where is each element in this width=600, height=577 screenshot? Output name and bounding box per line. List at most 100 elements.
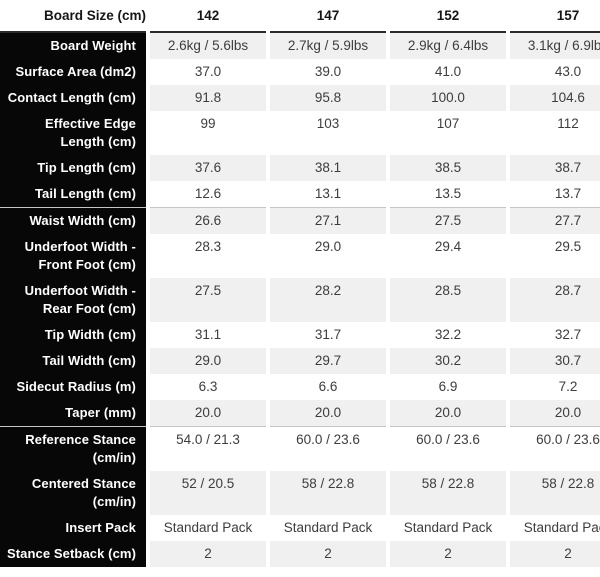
board-size-header-label: Board Size (cm) xyxy=(0,0,146,33)
spec-value: 100.0 xyxy=(390,85,506,111)
row-label: Taper (mm) xyxy=(0,400,146,426)
spec-value: 29.5 xyxy=(510,234,600,278)
table-row-effective-edge-length: Effective Edge Length (cm) 99 103 107 11… xyxy=(0,111,600,155)
spec-value: 60.0 / 23.6 xyxy=(390,426,506,471)
table-row-underfoot-width-front: Underfoot Width - Front Foot (cm) 28.3 2… xyxy=(0,234,600,278)
size-column-header-142: 142 xyxy=(150,0,266,33)
row-label: Stance Setback (cm) xyxy=(0,541,146,567)
spec-value: 27.7 xyxy=(510,207,600,234)
row-label: Insert Pack xyxy=(0,515,146,541)
spec-value: 3.1kg / 6.9lbs xyxy=(510,33,600,59)
spec-value: 13.7 xyxy=(510,181,600,207)
spec-value: 58 / 22.8 xyxy=(510,471,600,515)
spec-value: 13.5 xyxy=(390,181,506,207)
spec-value: 2.6kg / 5.6lbs xyxy=(150,33,266,59)
table-row-contact-length: Contact Length (cm) 91.8 95.8 100.0 104.… xyxy=(0,85,600,111)
spec-value: 31.1 xyxy=(150,322,266,348)
spec-value: 41.0 xyxy=(390,59,506,85)
table-row-taper: Taper (mm) 20.0 20.0 20.0 20.0 xyxy=(0,400,600,426)
spec-value: 29.7 xyxy=(270,348,386,374)
size-column-header-152: 152 xyxy=(390,0,506,33)
spec-value: 13.1 xyxy=(270,181,386,207)
spec-value: 91.8 xyxy=(150,85,266,111)
row-label: Contact Length (cm) xyxy=(0,85,146,111)
row-label: Underfoot Width - Front Foot (cm) xyxy=(0,234,146,278)
spec-value: Standard Pack xyxy=(150,515,266,541)
row-label: Tip Width (cm) xyxy=(0,322,146,348)
spec-value: 38.7 xyxy=(510,155,600,181)
table-row-waist-width: Waist Width (cm) 26.6 27.1 27.5 27.7 xyxy=(0,207,600,234)
spec-value: 29.0 xyxy=(270,234,386,278)
size-column-header-147: 147 xyxy=(270,0,386,33)
spec-value: 58 / 22.8 xyxy=(270,471,386,515)
table-row-board-weight: Board Weight 2.6kg / 5.6lbs 2.7kg / 5.9l… xyxy=(0,33,600,59)
spec-value: 112 xyxy=(510,111,600,155)
spec-value: 107 xyxy=(390,111,506,155)
spec-value: 38.1 xyxy=(270,155,386,181)
row-label: Surface Area (dm2) xyxy=(0,59,146,85)
table-row-tip-width: Tip Width (cm) 31.1 31.7 32.2 32.7 xyxy=(0,322,600,348)
spec-value: 60.0 / 23.6 xyxy=(510,426,600,471)
spec-value: 54.0 / 21.3 xyxy=(150,426,266,471)
table-row-insert-pack: Insert Pack Standard Pack Standard Pack … xyxy=(0,515,600,541)
spec-value: Standard Pack xyxy=(270,515,386,541)
spec-value: 32.2 xyxy=(390,322,506,348)
spec-value: 38.5 xyxy=(390,155,506,181)
spec-value: 2 xyxy=(270,541,386,567)
row-label: Tip Length (cm) xyxy=(0,155,146,181)
spec-value: 7.2 xyxy=(510,374,600,400)
spec-value: 32.7 xyxy=(510,322,600,348)
spec-value: 29.0 xyxy=(150,348,266,374)
spec-value: Standard Pack xyxy=(510,515,600,541)
spec-value: 2 xyxy=(150,541,266,567)
spec-value: 26.6 xyxy=(150,207,266,234)
spec-value: 6.3 xyxy=(150,374,266,400)
table-row-sidecut-radius: Sidecut Radius (m) 6.3 6.6 6.9 7.2 xyxy=(0,374,600,400)
spec-value: 29.4 xyxy=(390,234,506,278)
table-header-row: Board Size (cm) 142 147 152 157 xyxy=(0,0,600,33)
spec-value: 27.5 xyxy=(390,207,506,234)
spec-value: 27.1 xyxy=(270,207,386,234)
spec-value: 58 / 22.8 xyxy=(390,471,506,515)
spec-value: 95.8 xyxy=(270,85,386,111)
spec-value: 20.0 xyxy=(510,400,600,426)
spec-value: 20.0 xyxy=(390,400,506,426)
row-label: Reference Stance (cm/in) xyxy=(0,426,146,471)
spec-value: 104.6 xyxy=(510,85,600,111)
table-row-reference-stance: Reference Stance (cm/in) 54.0 / 21.3 60.… xyxy=(0,426,600,471)
table-row-stance-setback: Stance Setback (cm) 2 2 2 2 xyxy=(0,541,600,567)
spec-value: 28.5 xyxy=(390,278,506,322)
row-label: Tail Width (cm) xyxy=(0,348,146,374)
table-row-underfoot-width-rear: Underfoot Width - Rear Foot (cm) 27.5 28… xyxy=(0,278,600,322)
spec-value: 6.6 xyxy=(270,374,386,400)
spec-value: 28.7 xyxy=(510,278,600,322)
spec-value: 39.0 xyxy=(270,59,386,85)
spec-value: Standard Pack xyxy=(390,515,506,541)
table-row-tail-width: Tail Width (cm) 29.0 29.7 30.2 30.7 xyxy=(0,348,600,374)
spec-value: 37.6 xyxy=(150,155,266,181)
spec-value: 30.7 xyxy=(510,348,600,374)
spec-value: 2 xyxy=(390,541,506,567)
spec-value: 2 xyxy=(510,541,600,567)
table-row-tail-length: Tail Length (cm) 12.6 13.1 13.5 13.7 xyxy=(0,181,600,207)
spec-value: 20.0 xyxy=(150,400,266,426)
spec-value: 20.0 xyxy=(270,400,386,426)
row-label: Waist Width (cm) xyxy=(0,207,146,234)
row-label: Centered Stance (cm/in) xyxy=(0,471,146,515)
spec-value: 6.9 xyxy=(390,374,506,400)
spec-value: 27.5 xyxy=(150,278,266,322)
spec-value: 2.9kg / 6.4lbs xyxy=(390,33,506,59)
spec-value: 99 xyxy=(150,111,266,155)
row-label: Effective Edge Length (cm) xyxy=(0,111,146,155)
table-row-centered-stance: Centered Stance (cm/in) 52 / 20.5 58 / 2… xyxy=(0,471,600,515)
spec-value: 37.0 xyxy=(150,59,266,85)
spec-value: 103 xyxy=(270,111,386,155)
spec-value: 30.2 xyxy=(390,348,506,374)
spec-value: 43.0 xyxy=(510,59,600,85)
spec-value: 31.7 xyxy=(270,322,386,348)
table-row-tip-length: Tip Length (cm) 37.6 38.1 38.5 38.7 xyxy=(0,155,600,181)
row-label: Tail Length (cm) xyxy=(0,181,146,207)
spec-value: 52 / 20.5 xyxy=(150,471,266,515)
